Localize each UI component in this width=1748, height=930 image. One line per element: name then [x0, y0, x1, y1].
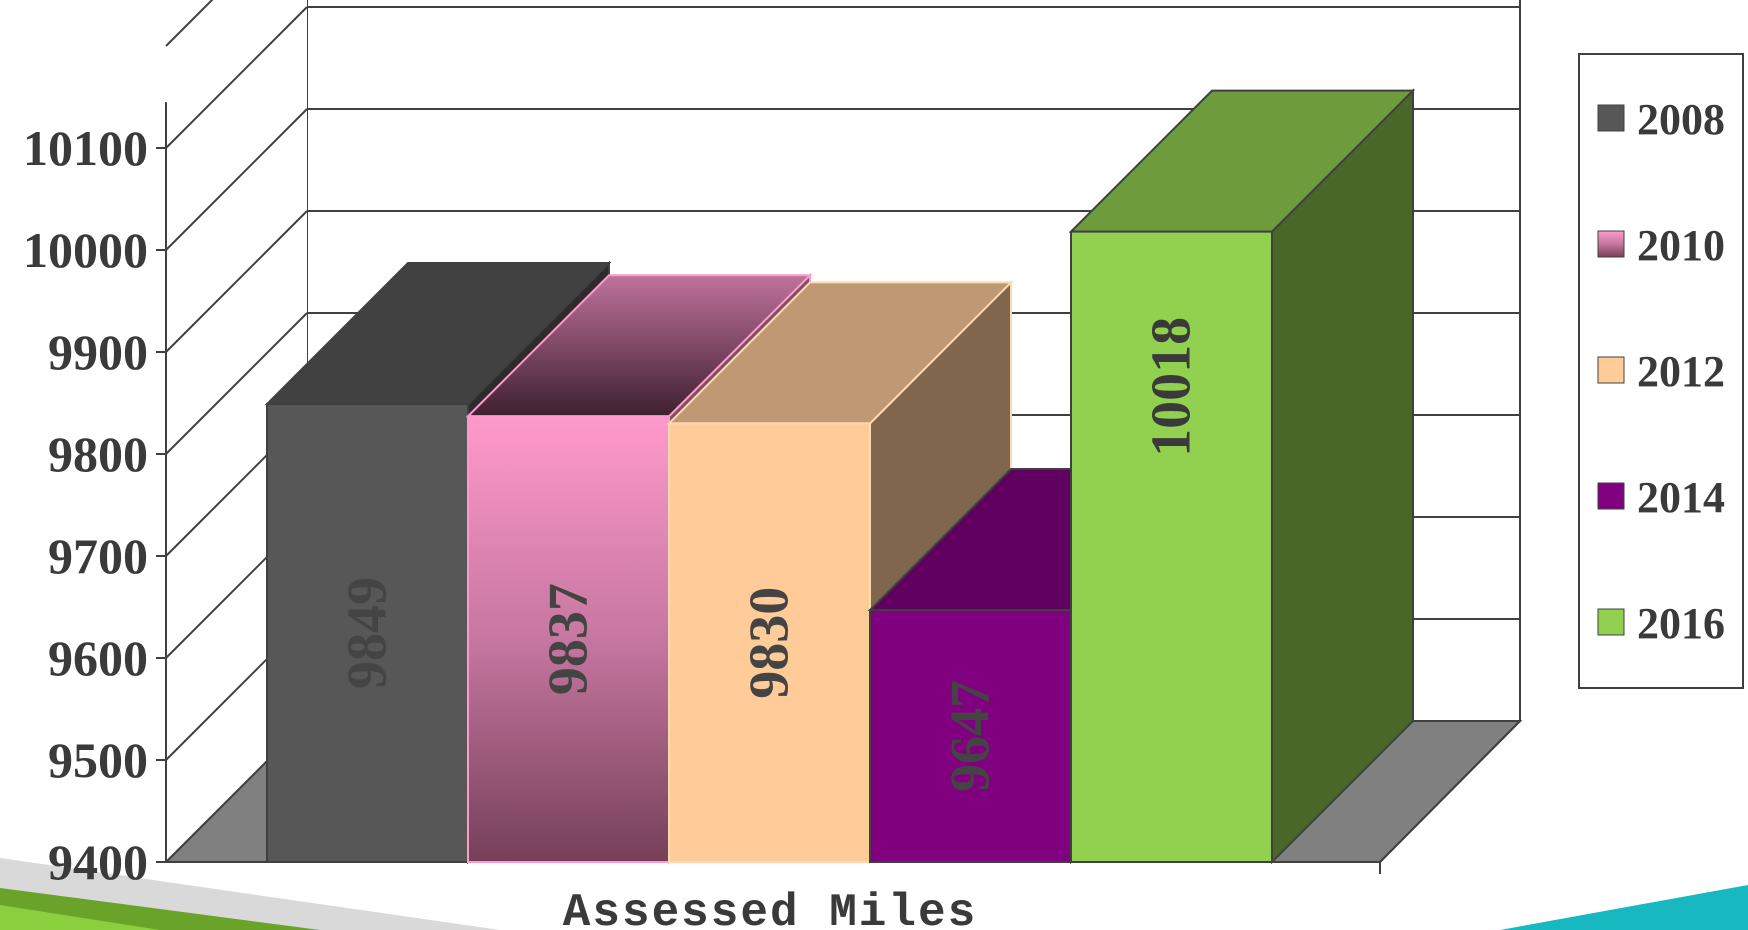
legend-swatch-2012	[1597, 356, 1625, 384]
data-label-2012: 9830	[739, 587, 801, 699]
data-label-2010: 9837	[538, 583, 600, 695]
legend-label-2014: 2014	[1637, 473, 1725, 522]
bar-2016	[1070, 230, 1273, 863]
ribbon-green-light	[0, 905, 160, 930]
y-tick-label: 9600	[48, 630, 148, 686]
y-tick-label: 9500	[48, 732, 148, 788]
gridline-side	[165, 210, 308, 353]
bar-2008	[266, 403, 469, 863]
bar-2012	[668, 422, 871, 863]
y-tick-label: 9800	[48, 426, 148, 482]
gridline-side	[165, 6, 308, 149]
bars	[264, 88, 1416, 865]
y-tick-label: 10100	[23, 120, 148, 176]
gridline-side	[165, 108, 308, 251]
legend-label-2008: 2008	[1637, 95, 1725, 144]
bar-2014	[869, 609, 1072, 863]
legend-label-2016: 2016	[1637, 599, 1725, 648]
legend-swatch-2016	[1597, 608, 1625, 636]
data-labels: 9849 9837 9830 9647 10018	[337, 317, 1203, 792]
gridline-side	[165, 0, 214, 47]
gridline-side	[165, 312, 308, 455]
legend-swatch-2010	[1597, 230, 1625, 258]
y-axis: 9400 9500 9600 9700 9800 9900 10000 10100	[23, 120, 148, 890]
y-tick-label: 9900	[48, 324, 148, 380]
data-label-2014: 9647	[940, 680, 1002, 792]
data-label-2016: 10018	[1141, 317, 1203, 457]
bar-2010	[467, 415, 670, 863]
ribbon-teal	[1500, 885, 1748, 930]
data-label-2008: 9849	[337, 577, 399, 689]
legend-label-2012: 2012	[1637, 347, 1725, 396]
floor-edge	[1379, 720, 1521, 863]
y-tick-label: 9700	[48, 528, 148, 584]
legend: 2008 2010 2012 2014 2016	[1597, 95, 1725, 648]
x-axis-title: Assessed Miles	[563, 887, 977, 930]
y-tick-label: 9400	[48, 834, 148, 890]
legend-swatch-2008	[1597, 104, 1625, 132]
legend-swatch-2014	[1597, 482, 1625, 510]
legend-label-2010: 2010	[1637, 221, 1725, 270]
y-tick-label: 10000	[23, 222, 148, 278]
